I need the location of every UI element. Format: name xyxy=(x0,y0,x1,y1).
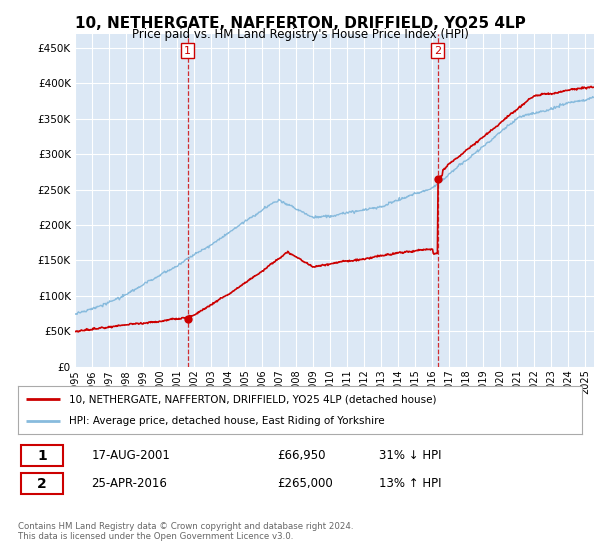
Text: HPI: Average price, detached house, East Riding of Yorkshire: HPI: Average price, detached house, East… xyxy=(69,416,385,426)
Text: 2: 2 xyxy=(37,477,47,491)
FancyBboxPatch shape xyxy=(21,445,63,466)
Text: 1: 1 xyxy=(184,46,191,55)
Text: 1: 1 xyxy=(37,449,47,463)
Text: 17-AUG-2001: 17-AUG-2001 xyxy=(91,449,170,463)
Text: 25-APR-2016: 25-APR-2016 xyxy=(91,477,167,491)
Text: 13% ↑ HPI: 13% ↑ HPI xyxy=(379,477,442,491)
Text: 10, NETHERGATE, NAFFERTON, DRIFFIELD, YO25 4LP (detached house): 10, NETHERGATE, NAFFERTON, DRIFFIELD, YO… xyxy=(69,394,436,404)
Text: This data is licensed under the Open Government Licence v3.0.: This data is licensed under the Open Gov… xyxy=(18,532,293,541)
Text: 10, NETHERGATE, NAFFERTON, DRIFFIELD, YO25 4LP: 10, NETHERGATE, NAFFERTON, DRIFFIELD, YO… xyxy=(74,16,526,31)
Text: £265,000: £265,000 xyxy=(277,477,333,491)
Text: £66,950: £66,950 xyxy=(277,449,326,463)
FancyBboxPatch shape xyxy=(21,473,63,494)
Text: 31% ↓ HPI: 31% ↓ HPI xyxy=(379,449,442,463)
Text: 2: 2 xyxy=(434,46,442,55)
Text: Price paid vs. HM Land Registry's House Price Index (HPI): Price paid vs. HM Land Registry's House … xyxy=(131,28,469,41)
Text: Contains HM Land Registry data © Crown copyright and database right 2024.: Contains HM Land Registry data © Crown c… xyxy=(18,522,353,531)
